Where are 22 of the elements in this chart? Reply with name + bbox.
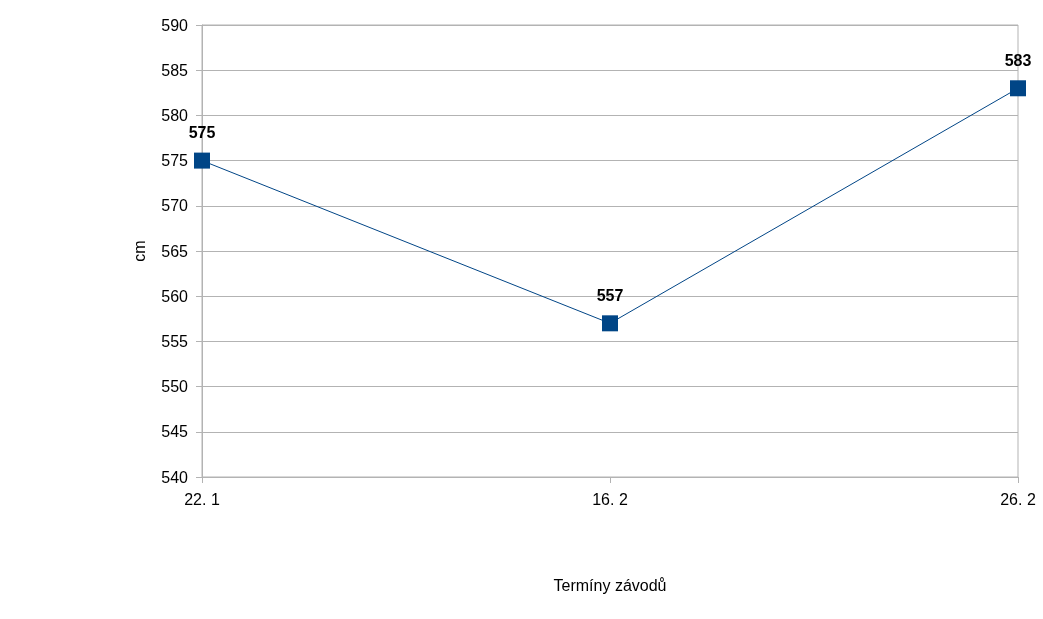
y-tick-label: 555 [161, 332, 189, 350]
data-label: 583 [1004, 51, 1032, 69]
data-label: 557 [596, 286, 624, 304]
y-tick-label: 590 [161, 16, 189, 34]
y-tick-label: 575 [161, 152, 189, 170]
y-tick-label: 585 [161, 61, 189, 79]
data-label: 575 [188, 124, 216, 142]
y-axis-title: cm [130, 240, 148, 262]
point [602, 315, 618, 332]
y-tick-label: 545 [161, 423, 189, 441]
y-tick-label: 580 [161, 106, 189, 124]
y-tick-label: 550 [161, 378, 189, 396]
y-tick-label: 540 [161, 468, 189, 486]
point [1010, 80, 1026, 97]
y-tick-label: 570 [161, 197, 189, 215]
point [194, 152, 210, 169]
y-tick-label: 560 [161, 287, 189, 305]
x-tick-label: 22. 1 [184, 490, 220, 508]
x-tick-label: 26. 2 [1000, 490, 1036, 508]
x-tick-label: 16. 2 [592, 490, 628, 508]
y-tick-label: 565 [161, 242, 189, 260]
x-axis-title: Termíny závodů [553, 576, 667, 594]
